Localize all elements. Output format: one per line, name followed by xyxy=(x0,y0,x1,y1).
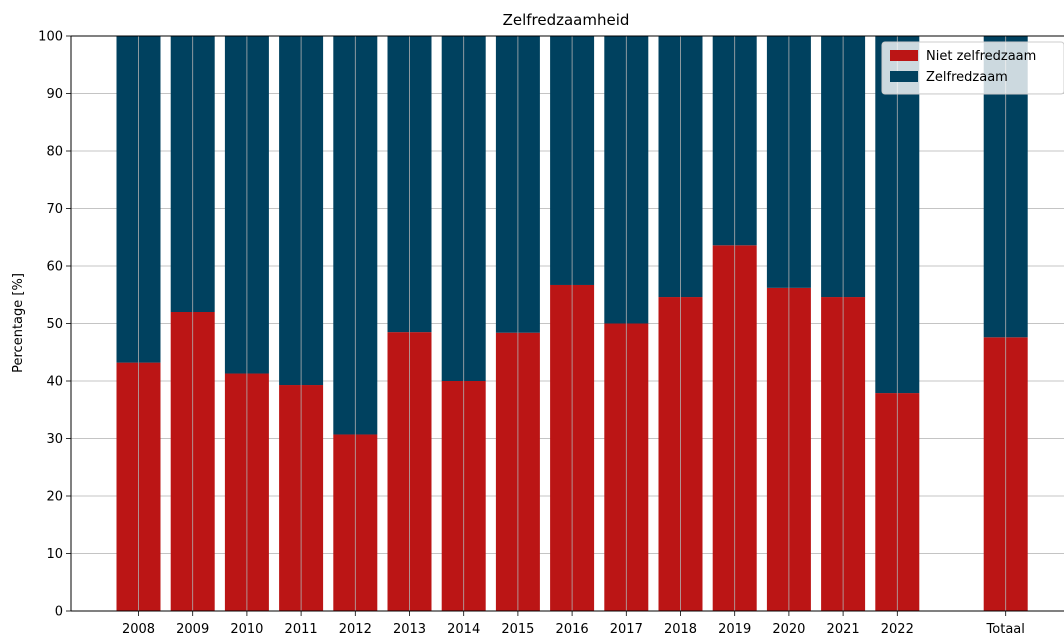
y-tick-label: 0 xyxy=(55,605,63,620)
x-tick-label: 2009 xyxy=(176,622,209,635)
legend-box xyxy=(881,41,1064,95)
x-tick-label: 2020 xyxy=(772,622,805,635)
legend-swatch xyxy=(890,50,918,61)
legend-swatch xyxy=(890,71,918,82)
axes: 0 10 20 30 40 50 60 70 80 90 100 2008 2009 2010 2011 20… xyxy=(38,30,1064,637)
y-axis-title: Percentage [%] xyxy=(11,273,26,373)
x-tick-label: 2019 xyxy=(718,622,751,635)
x-tick-label: 2018 xyxy=(664,622,697,635)
y-tick-label: 20 xyxy=(46,490,63,505)
y-tick-label: 90 xyxy=(46,87,63,102)
y-tick-label: 100 xyxy=(38,30,63,45)
y-tick-label: 30 xyxy=(46,432,63,447)
y-tick-label: 60 xyxy=(46,260,63,275)
x-tick-label: 2021 xyxy=(827,622,860,635)
vertical-gridlines xyxy=(138,36,1007,611)
legend-label: Niet zelfredzaam xyxy=(926,49,1036,64)
x-tick-label: 2014 xyxy=(447,622,480,635)
y-tick-label: 70 xyxy=(46,202,63,217)
x-tick-label: 2010 xyxy=(230,622,263,635)
legend: Niet zelfredzaam Zelfredzaam xyxy=(881,41,1064,95)
x-tick-label: 2013 xyxy=(393,622,426,635)
x-tick-label: 2017 xyxy=(610,622,643,635)
y-tick-label: 50 xyxy=(46,317,63,332)
y-tick-label: 10 xyxy=(46,547,63,562)
legend-label: Zelfredzaam xyxy=(926,70,1008,85)
x-tick-label: Totaal xyxy=(986,622,1025,635)
x-tick-label: 2012 xyxy=(339,622,372,635)
x-tick-label: 2008 xyxy=(122,622,155,635)
x-tick-label: 2015 xyxy=(501,622,534,635)
x-tick-label: 2016 xyxy=(556,622,589,635)
y-tick-label: 80 xyxy=(46,145,63,160)
x-tick-label: 2011 xyxy=(285,622,318,635)
y-tick-label: 40 xyxy=(46,375,63,390)
x-tick-label: 2022 xyxy=(881,622,914,635)
chart-title: Zelfredzaamheid xyxy=(503,11,630,29)
